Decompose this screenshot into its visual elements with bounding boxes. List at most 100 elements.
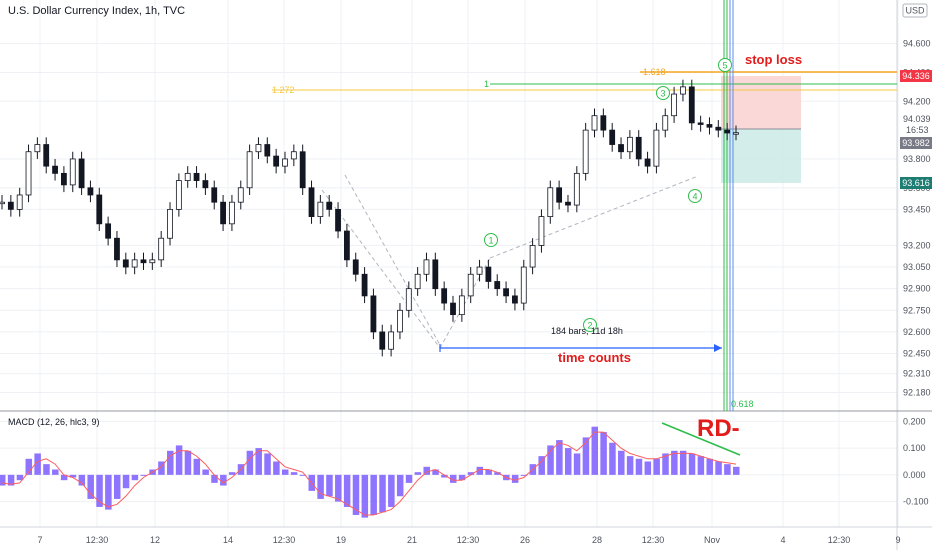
grid-lines xyxy=(0,0,899,527)
candle-body xyxy=(290,151,297,160)
macd-histogram-bar xyxy=(326,474,333,497)
macd-histogram-bar xyxy=(299,474,307,476)
macd-histogram-bar xyxy=(184,450,192,475)
stop-zone[interactable] xyxy=(721,76,801,129)
macd-histogram-bar xyxy=(671,450,678,475)
macd-histogram-bar xyxy=(317,474,324,499)
candle-body xyxy=(175,180,182,210)
macd-histogram-bar xyxy=(87,474,94,499)
candle-body xyxy=(34,144,41,153)
candle-body xyxy=(78,158,85,189)
macd-histogram-bar xyxy=(450,474,457,483)
wave-label-1[interactable]: 1 xyxy=(484,233,498,247)
macd-histogram-bar xyxy=(78,474,86,486)
macd-histogram-bar xyxy=(122,474,130,489)
wave-label-5[interactable]: 5 xyxy=(718,58,732,72)
macd-histogram-bar xyxy=(343,474,351,507)
candle-body xyxy=(503,288,509,297)
price-tick-label: 92.310 xyxy=(903,369,931,379)
price-tick-label: 93.050 xyxy=(903,262,931,272)
macd-histogram-bar xyxy=(538,456,545,475)
fib-1618-label: 1.618 xyxy=(643,67,666,77)
price-tick-label: 92.750 xyxy=(903,305,931,315)
wave-label-3[interactable]: 3 xyxy=(656,86,670,100)
candle-body xyxy=(388,331,395,350)
candle-body xyxy=(697,122,704,125)
macd-histogram-bar xyxy=(485,469,492,475)
candle-body xyxy=(282,158,288,167)
time-tick-label: 28 xyxy=(592,535,602,545)
chart-title: U.S. Dollar Currency Index, 1h, TVC xyxy=(8,5,185,17)
wave-channel-line[interactable] xyxy=(489,175,699,259)
candle-body xyxy=(370,295,377,333)
divergence-line[interactable] xyxy=(661,422,741,456)
stop-price-badge: 94.336 xyxy=(900,70,932,82)
macd-histogram-bar xyxy=(494,472,501,475)
candle-body xyxy=(423,259,430,275)
macd-histogram-bar xyxy=(405,474,413,483)
svg-text:16:53: 16:53 xyxy=(906,125,929,135)
candle-body xyxy=(43,144,50,167)
macd-histogram-bar xyxy=(246,450,254,475)
candle-body xyxy=(520,266,527,304)
macd-histogram-bar xyxy=(16,474,24,481)
candle-body xyxy=(397,309,403,333)
candle-body xyxy=(229,201,235,225)
candle-body xyxy=(264,144,271,157)
candle-body xyxy=(662,115,669,131)
time-tick-label: 12:30 xyxy=(457,535,480,545)
svg-text:94.336: 94.336 xyxy=(902,71,930,81)
candle-body xyxy=(211,187,218,203)
candle-body xyxy=(87,187,94,196)
macd-histogram-bar xyxy=(467,472,475,475)
candle-body xyxy=(706,124,713,128)
price-tick-label: 92.900 xyxy=(903,284,931,294)
wave-label-2[interactable]: 2 xyxy=(583,318,597,332)
time-tick-label: 9 xyxy=(895,535,900,545)
macd-histogram-bar xyxy=(423,466,430,475)
macd-histogram-bar xyxy=(0,474,6,486)
svg-text:94.039: 94.039 xyxy=(903,114,931,124)
candle-body xyxy=(255,144,262,153)
candle-body xyxy=(476,266,483,275)
macd-histogram-bar xyxy=(131,474,139,481)
price-tick-label: 93.800 xyxy=(903,154,931,164)
target-price-badge: 93.616 xyxy=(900,177,932,189)
candle-body xyxy=(16,194,23,210)
time-tick-label: Nov xyxy=(704,535,721,545)
svg-text:93.982: 93.982 xyxy=(902,138,930,148)
time-tick-label: 12:30 xyxy=(86,535,109,545)
candle-body xyxy=(529,245,536,268)
candle-body xyxy=(432,259,439,290)
trend-dashed-b[interactable] xyxy=(344,174,441,346)
macd-histogram-bar xyxy=(441,474,448,478)
candle-body xyxy=(131,259,138,268)
fib-1272-label: 1.272 xyxy=(272,85,295,95)
target-zone[interactable] xyxy=(721,129,801,183)
macd-histogram-bar xyxy=(69,474,77,478)
svg-text:2: 2 xyxy=(587,321,592,331)
candle-body xyxy=(671,93,677,117)
price-candles xyxy=(0,79,739,357)
currency-badge[interactable]: USD xyxy=(902,3,928,18)
candle-body xyxy=(352,259,359,275)
svg-text:3: 3 xyxy=(660,89,665,99)
price-tick-label: 93.450 xyxy=(903,204,931,214)
macd-histogram-bar xyxy=(335,474,342,502)
macd-histogram-bar xyxy=(715,461,722,475)
macd-histogram-bar xyxy=(679,450,687,475)
macd-histogram-bar xyxy=(706,458,713,475)
time-tick-label: 21 xyxy=(407,535,417,545)
trend-dashed-a[interactable] xyxy=(321,189,441,349)
candle-body xyxy=(582,129,589,174)
entry-price-badge: 93.982 xyxy=(900,137,932,149)
macd-histogram-bar xyxy=(60,474,68,481)
candle-body xyxy=(273,155,280,167)
macd-histogram-bar xyxy=(697,456,705,475)
time-tick-label: 14 xyxy=(223,535,233,545)
macd-histogram-bar xyxy=(609,442,616,475)
wave-label-4[interactable]: 4 xyxy=(688,189,702,203)
macd-histogram-bar xyxy=(626,456,634,475)
